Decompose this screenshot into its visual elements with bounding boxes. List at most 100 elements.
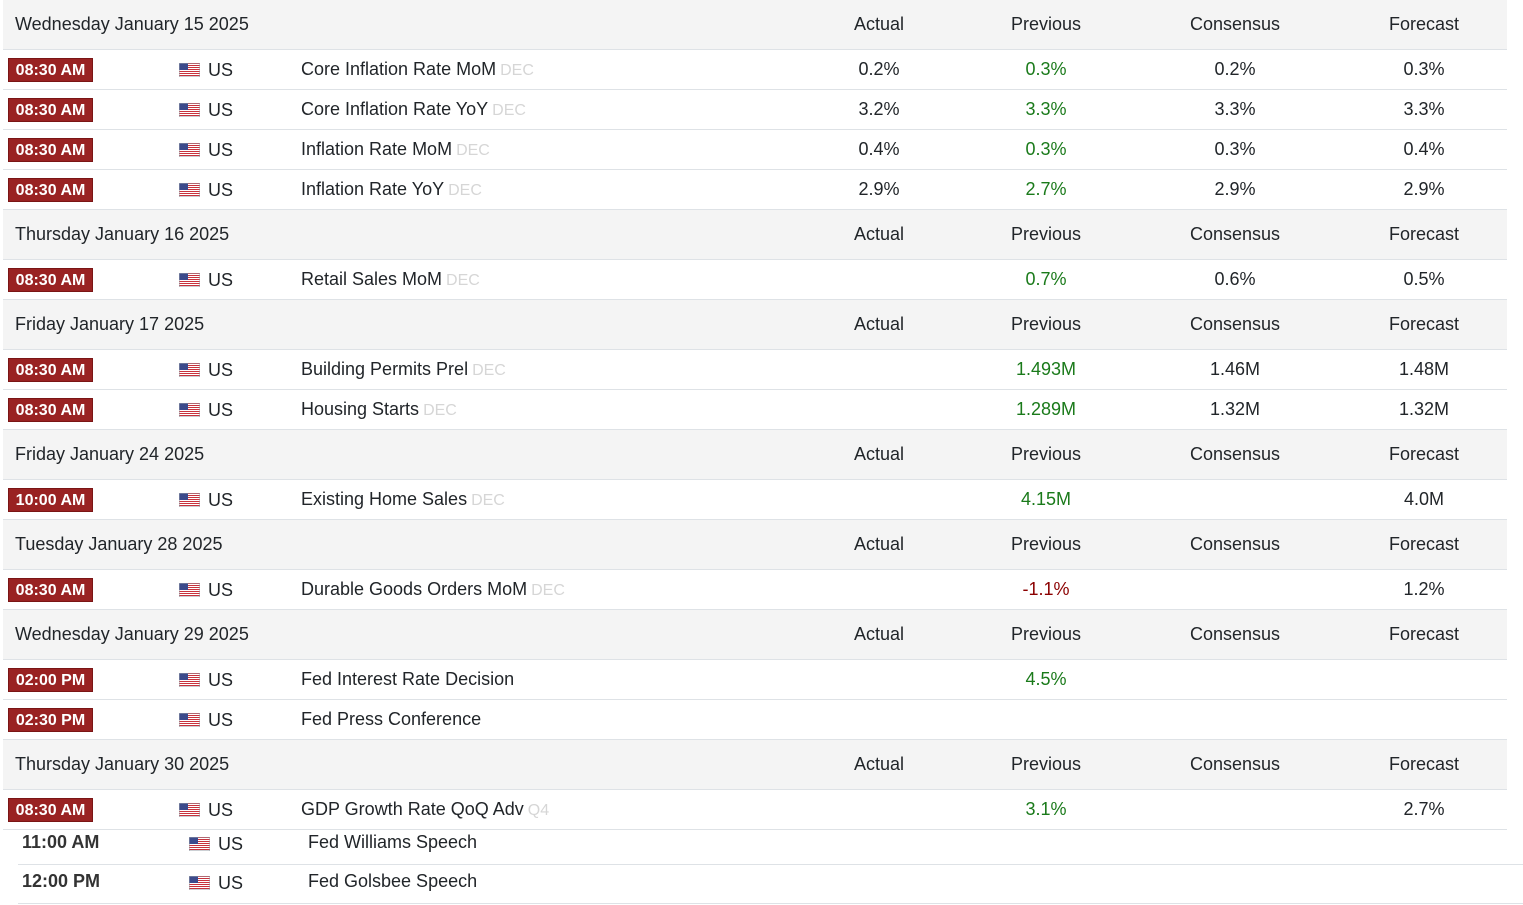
column-header-previous: Previous bbox=[1010, 224, 1082, 244]
event-name-link[interactable]: Fed Press Conference bbox=[301, 709, 481, 730]
event-name-link[interactable]: GDP Growth Rate QoQ Adv Q4 bbox=[301, 799, 549, 820]
value-actual: 0.4% bbox=[858, 139, 900, 159]
column-header-forecast: Forecast bbox=[1388, 624, 1460, 644]
column-header-forecast: Forecast bbox=[1388, 14, 1460, 34]
column-header-previous: Previous bbox=[1010, 14, 1082, 34]
us-flag-icon bbox=[179, 493, 200, 507]
event-name-link[interactable]: Existing Home Sales DEC bbox=[301, 489, 505, 510]
event-reference-period: DEC bbox=[423, 402, 457, 419]
event-time: 12:00 PM bbox=[22, 871, 101, 891]
day-date: Wednesday January 15 2025 bbox=[15, 14, 249, 34]
event-row[interactable]: 08:30 AM US Inflation Rate MoM DEC 0.4% 0.3% 0… bbox=[3, 130, 1507, 170]
value-consensus: 3.3% bbox=[1214, 99, 1256, 119]
event-name-text: Fed Williams Speech bbox=[308, 832, 478, 852]
day-header: Friday January 17 2025 Actual Previous Cons… bbox=[3, 300, 1507, 350]
value-previous: 3.1% bbox=[1025, 799, 1067, 819]
event-time-badge: 08:30 AM bbox=[8, 138, 93, 162]
value-forecast: 0.4% bbox=[1403, 139, 1445, 159]
value-previous: 1.289M bbox=[1015, 399, 1077, 419]
column-header-consensus: Consensus bbox=[1189, 224, 1281, 244]
event-row[interactable]: 08:30 AM US Core Inflation Rate YoY DEC 3.2%… bbox=[3, 90, 1507, 130]
column-header-consensus: Consensus bbox=[1189, 14, 1281, 34]
event-reference-period: DEC bbox=[471, 492, 505, 509]
event-name-link[interactable]: Retail Sales MoM DEC bbox=[301, 269, 480, 290]
event-country: US bbox=[208, 800, 234, 820]
event-time-badge: 10:00 AM bbox=[8, 488, 93, 512]
event-name-text: Fed Interest Rate Decision bbox=[301, 669, 515, 689]
us-flag-icon bbox=[179, 103, 200, 117]
event-name-text: Housing Starts bbox=[301, 399, 420, 419]
us-flag-icon bbox=[189, 876, 210, 890]
event-time-badge: 08:30 AM bbox=[8, 798, 93, 822]
event-row[interactable]: 08:30 AM US Durable Goods Orders MoM DEC -1.… bbox=[3, 570, 1507, 610]
event-row[interactable]: 10:00 AM US Existing Home Sales DEC 4.15M 4.0… bbox=[3, 480, 1507, 520]
column-header-previous: Previous bbox=[1010, 534, 1082, 554]
day-header: Thursday January 16 2025 Actual Previous Co… bbox=[3, 210, 1507, 260]
column-header-previous: Previous bbox=[1010, 444, 1082, 464]
day-header: Wednesday January 29 2025 Actual Previous C… bbox=[3, 610, 1507, 660]
event-name-link[interactable]: Fed Interest Rate Decision bbox=[301, 669, 514, 690]
column-header-consensus: Consensus bbox=[1189, 624, 1281, 644]
event-row[interactable]: 08:30 AM US Core Inflation Rate MoM DEC 0.2%… bbox=[3, 50, 1507, 90]
day-date: Tuesday January 28 2025 bbox=[15, 534, 223, 554]
value-consensus: 0.6% bbox=[1214, 269, 1256, 289]
event-name-link[interactable]: Core Inflation Rate YoY DEC bbox=[301, 99, 526, 120]
event-row[interactable]: 08:30 AM US Retail Sales MoM DEC 0.7% 0.6% 0.5… bbox=[3, 260, 1507, 300]
day-date: Friday January 24 2025 bbox=[15, 444, 205, 464]
event-name-link[interactable]: Housing Starts DEC bbox=[301, 399, 457, 420]
event-name-link[interactable]: Inflation Rate MoM DEC bbox=[301, 139, 490, 160]
event-row[interactable]: 08:30 AM US Building Permits Prel DEC 1.493M… bbox=[3, 350, 1507, 390]
event-name-text: Fed Press Conference bbox=[301, 709, 482, 729]
event-name-link[interactable]: Durable Goods Orders MoM DEC bbox=[301, 579, 565, 600]
us-flag-icon bbox=[179, 143, 200, 157]
event-reference-period: DEC bbox=[456, 142, 490, 159]
event-time-badge: 08:30 AM bbox=[8, 358, 93, 382]
event-reference-period: Q4 bbox=[527, 802, 550, 819]
event-row[interactable]: 02:30 PM US Fed Press Conference bbox=[3, 700, 1507, 740]
column-header-actual: Actual bbox=[853, 224, 905, 244]
event-time-badge: 08:30 AM bbox=[8, 178, 93, 202]
value-consensus: 1.46M bbox=[1209, 359, 1261, 379]
day-header: Tuesday January 28 2025 Actual Previous Con… bbox=[3, 520, 1507, 570]
event-row[interactable]: 02:00 PM US Fed Interest Rate Decision 4.5% bbox=[3, 660, 1507, 700]
event-name-link[interactable]: Building Permits Prel DEC bbox=[301, 359, 506, 380]
event-time-badge: 08:30 AM bbox=[8, 58, 93, 82]
value-consensus: 2.9% bbox=[1214, 179, 1256, 199]
column-header-actual: Actual bbox=[853, 444, 905, 464]
event-time: 11:00 AM bbox=[22, 832, 100, 852]
event-name-text: Inflation Rate MoM bbox=[301, 139, 453, 159]
value-forecast: 2.7% bbox=[1403, 799, 1445, 819]
us-flag-icon bbox=[179, 183, 200, 197]
column-header-actual: Actual bbox=[853, 754, 905, 774]
value-consensus: 0.2% bbox=[1214, 59, 1256, 79]
us-flag-icon bbox=[179, 63, 200, 77]
value-previous: 0.3% bbox=[1025, 139, 1067, 159]
value-previous: 0.7% bbox=[1025, 269, 1067, 289]
day-date: Wednesday January 29 2025 bbox=[15, 624, 249, 644]
value-forecast: 4.0M bbox=[1403, 489, 1445, 509]
column-header-consensus: Consensus bbox=[1189, 754, 1281, 774]
event-row[interactable]: 08:30 AM US GDP Growth Rate QoQ Adv Q4 3.1% 2… bbox=[3, 790, 1507, 830]
event-name-link[interactable]: Core Inflation Rate MoM DEC bbox=[301, 59, 534, 80]
event-reference-period: DEC bbox=[446, 272, 480, 289]
event-reference-period: DEC bbox=[472, 362, 506, 379]
value-forecast: 2.9% bbox=[1403, 179, 1445, 199]
event-row[interactable]: 08:30 AM US Inflation Rate YoY DEC 2.9% 2.7% 2… bbox=[3, 170, 1507, 210]
event-country: US bbox=[208, 140, 234, 160]
day-header: Friday January 24 2025 Actual Previous Cons… bbox=[3, 430, 1507, 480]
value-forecast: 3.3% bbox=[1403, 99, 1445, 119]
column-header-actual: Actual bbox=[853, 534, 905, 554]
value-consensus: 0.3% bbox=[1214, 139, 1256, 159]
value-actual: 3.2% bbox=[858, 99, 900, 119]
us-flag-icon bbox=[179, 363, 200, 377]
day-header: Thursday January 30 2025 Actual Previous Co… bbox=[3, 740, 1507, 790]
event-time-badge: 08:30 AM bbox=[8, 268, 93, 292]
event-time-badge: 02:00 PM bbox=[8, 668, 93, 692]
event-row[interactable]: 12:00 PM US Fed Golsbee Speech bbox=[18, 865, 1523, 904]
event-row[interactable]: 11:00 AM US Fed Williams Speech bbox=[18, 826, 1523, 865]
event-row[interactable]: 08:30 AM US Housing Starts DEC 1.289M 1.32M 1.… bbox=[3, 390, 1507, 430]
value-forecast: 0.3% bbox=[1403, 59, 1445, 79]
value-previous: 0.3% bbox=[1025, 59, 1067, 79]
column-header-forecast: Forecast bbox=[1388, 314, 1460, 334]
event-name-link[interactable]: Inflation Rate YoY DEC bbox=[301, 179, 482, 200]
